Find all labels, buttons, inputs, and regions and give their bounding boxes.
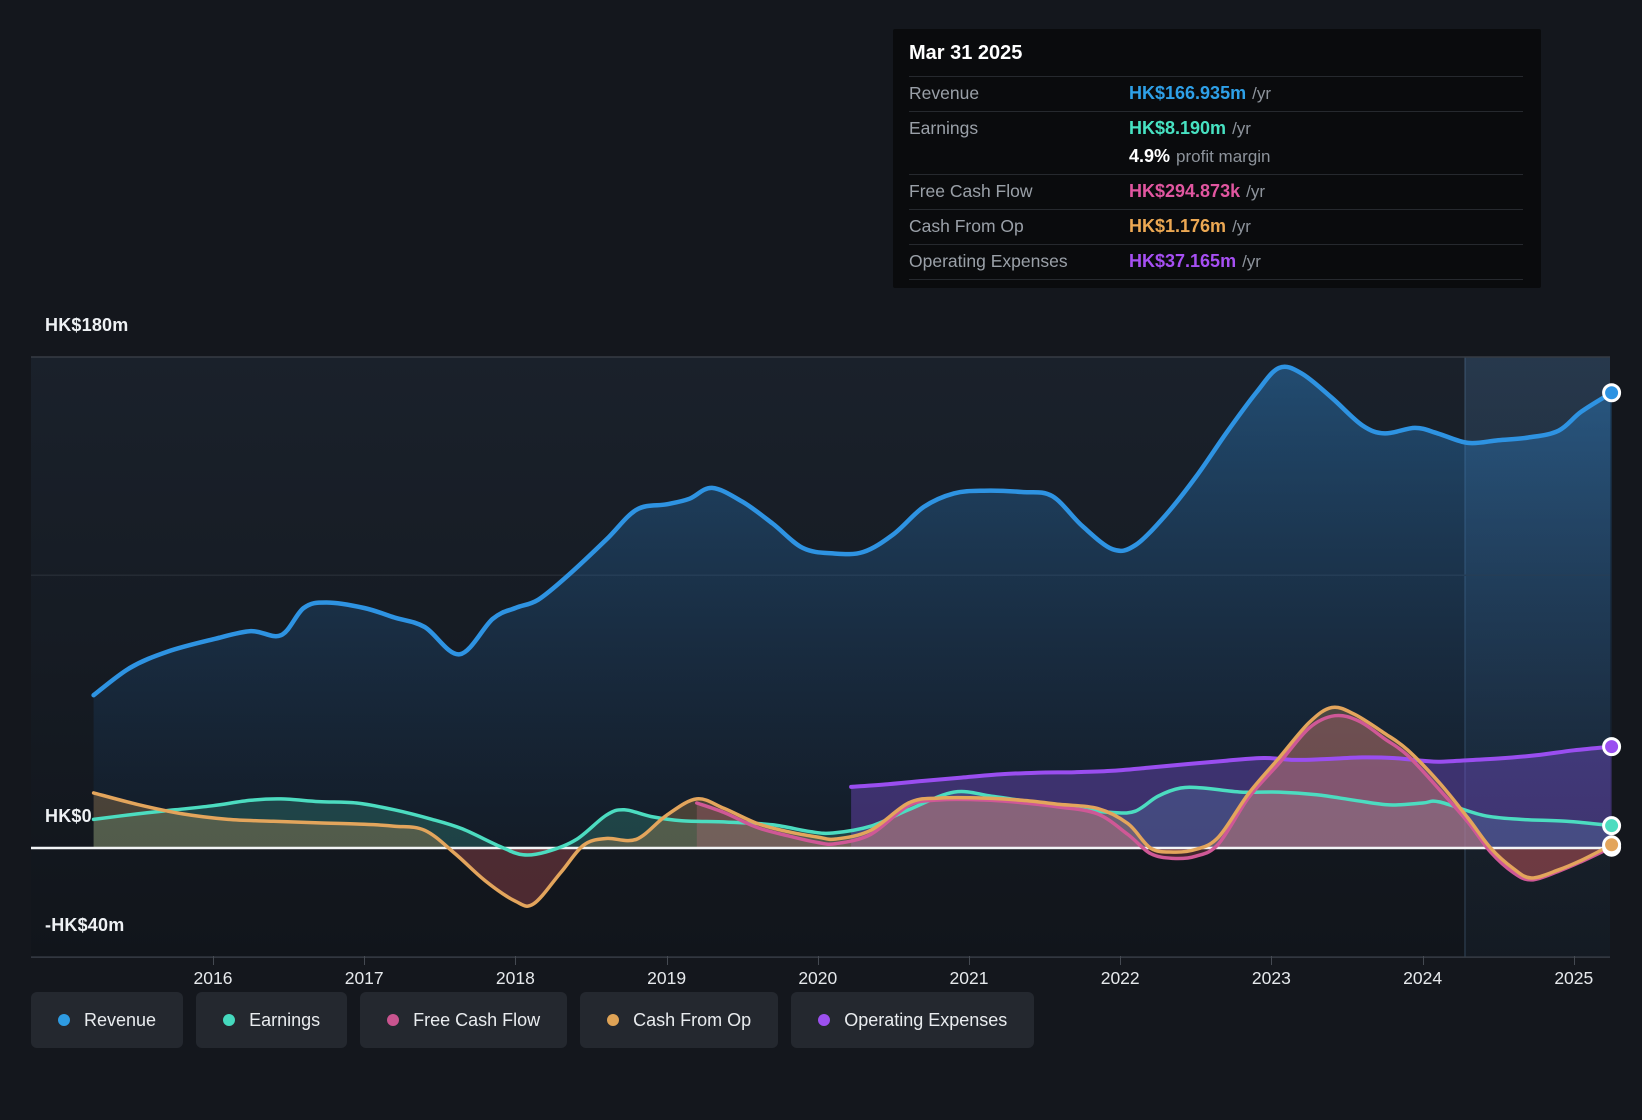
profit-margin-label: profit margin (1176, 147, 1271, 166)
legend-label: Revenue (84, 1009, 157, 1030)
free-cash-flow-dot-icon (387, 1014, 400, 1026)
tooltip-unit: /yr (1242, 252, 1261, 271)
x-tick-2022 (1120, 956, 1122, 965)
tooltip-label: Revenue (909, 83, 980, 103)
x-axis-label-2022: 2022 (1100, 968, 1140, 988)
tooltip-date: Mar 31 2025 (909, 42, 1523, 77)
x-tick-2023 (1271, 956, 1273, 965)
y-axis-label-0: HK$0 (45, 806, 92, 826)
x-axis-label-2017: 2017 (344, 968, 384, 988)
x-axis-label-2024: 2024 (1403, 968, 1443, 988)
tooltip-row-cash-from-op: Cash From Op HK$1.176m/yr (909, 210, 1523, 245)
legend-item-revenue[interactable]: Revenue (31, 992, 184, 1048)
series-end-markers (1602, 383, 1622, 857)
x-tick-2020 (817, 956, 819, 965)
legend-label: Operating Expenses (844, 1009, 1008, 1030)
tooltip-unit: /yr (1252, 84, 1271, 103)
x-tick-2018 (515, 956, 517, 965)
tooltip-value: HK$294.873k (1129, 181, 1241, 201)
chart-legend: Revenue Earnings Free Cash Flow Cash Fro… (31, 992, 1035, 1048)
profit-margin-value: 4.9% (1129, 146, 1171, 166)
x-tick-2017 (364, 956, 366, 965)
tooltip-row-operating-expenses: Operating Expenses HK$37.165m/yr (909, 245, 1523, 280)
series-lines (91, 364, 1614, 908)
x-tick-2025 (1573, 956, 1575, 965)
tooltip-value: HK$1.176m (1129, 216, 1227, 236)
tooltip-row-profit-margin: 4.9% profit margin (909, 140, 1523, 175)
x-axis-label-2016: 2016 (193, 968, 233, 988)
cash-from-op-dot-icon (607, 1014, 620, 1026)
tooltip-row-earnings: Earnings HK$8.190m/yr (909, 112, 1523, 140)
earnings-dot-icon (223, 1014, 236, 1026)
x-axis-label-2020: 2020 (798, 968, 838, 988)
tooltip-unit: /yr (1232, 119, 1251, 138)
legend-label: Free Cash Flow (413, 1009, 541, 1030)
legend-item-operating-expenses[interactable]: Operating Expenses (791, 992, 1035, 1048)
tooltip-label: Operating Expenses (909, 251, 1068, 271)
operating-expenses-dot-icon (818, 1014, 831, 1026)
tooltip-label: Free Cash Flow (909, 181, 1033, 201)
tooltip-unit: /yr (1232, 217, 1251, 236)
chart-tooltip: Mar 31 2025 Revenue HK$166.935m/yr Earni… (893, 29, 1541, 288)
legend-item-cash-from-op[interactable]: Cash From Op (580, 992, 779, 1048)
x-axis-label-2018: 2018 (495, 968, 535, 988)
revenue-dot-icon (58, 1014, 70, 1026)
x-tick-2021 (969, 956, 970, 965)
tooltip-value: HK$37.165m (1129, 251, 1237, 271)
y-axis-label-neg40m: -HK$40m (45, 915, 125, 936)
x-tick-2024 (1422, 956, 1424, 965)
legend-label: Cash From Op (633, 1009, 752, 1030)
x-axis-label-2023: 2023 (1251, 968, 1291, 988)
tooltip-value: HK$166.935m (1129, 83, 1247, 103)
y-axis-label-180m: HK$180m (45, 315, 129, 335)
x-tick-2019 (666, 956, 668, 965)
tooltip-label: Cash From Op (909, 216, 1024, 236)
tooltip-row-free-cash-flow: Free Cash Flow HK$294.873k/yr (909, 175, 1523, 210)
x-axis-label-2021: 2021 (949, 968, 989, 988)
x-axis-label-2025: 2025 (1554, 968, 1594, 988)
tooltip-value: HK$8.190m (1129, 118, 1227, 138)
x-axis-label-2019: 2019 (647, 968, 687, 988)
tooltip-row-revenue: Revenue HK$166.935m/yr (909, 77, 1523, 112)
legend-label: Earnings (249, 1009, 321, 1030)
x-tick-2016 (213, 956, 214, 965)
legend-item-free-cash-flow[interactable]: Free Cash Flow (360, 992, 568, 1048)
tooltip-label: Earnings (909, 118, 979, 138)
legend-item-earnings[interactable]: Earnings (196, 992, 348, 1048)
tooltip-unit: /yr (1246, 182, 1265, 201)
